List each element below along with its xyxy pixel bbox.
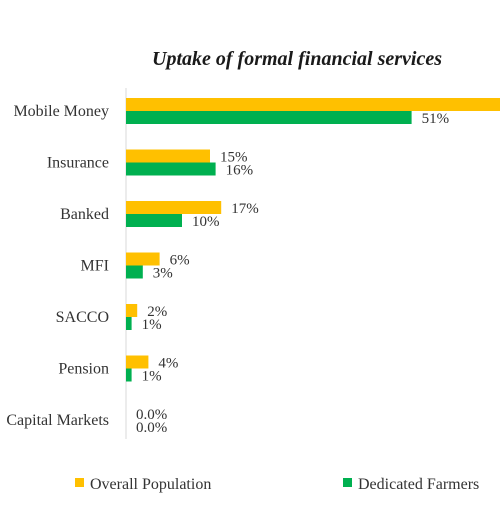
bar-dedicated-farmers-sacco bbox=[126, 317, 132, 330]
category-label-banked: Banked bbox=[60, 206, 109, 223]
data-label-dedicated-farmers-pension: 1% bbox=[142, 369, 162, 385]
category-label-mobile-money: Mobile Money bbox=[13, 103, 109, 120]
legend-swatch-overall-population bbox=[75, 478, 84, 487]
data-label-overall-population-sacco: 2% bbox=[147, 304, 167, 320]
bar-overall-population-sacco bbox=[126, 304, 138, 317]
data-label-overall-population-insurance: 15% bbox=[220, 150, 248, 166]
bar-dedicated-farmers-insurance bbox=[126, 162, 216, 176]
data-label-overall-population-mfi: 6% bbox=[170, 253, 190, 269]
category-label-insurance: Insurance bbox=[47, 155, 109, 172]
data-label-dedicated-farmers-insurance: 16% bbox=[226, 163, 254, 179]
data-label-dedicated-farmers-mfi: 3% bbox=[153, 266, 173, 282]
category-label-sacco: SACCO bbox=[56, 309, 109, 326]
legend-swatch-dedicated-farmers bbox=[343, 478, 352, 487]
bar-overall-population-insurance bbox=[126, 149, 210, 163]
data-label-overall-population-pension: 4% bbox=[158, 356, 178, 372]
bar-dedicated-farmers-mfi bbox=[126, 265, 143, 279]
bar-overall-population-banked bbox=[126, 201, 222, 214]
legend: Overall Population Dedicated Farmers bbox=[75, 476, 479, 493]
chart-title: Uptake of formal financial services bbox=[152, 48, 442, 70]
bar-overall-population-mobile-money bbox=[126, 98, 500, 111]
data-label-overall-population-capital-markets: 0.0% bbox=[136, 407, 167, 423]
data-label-dedicated-farmers-capital-markets: 0.0% bbox=[136, 420, 167, 436]
data-label-dedicated-farmers-banked: 10% bbox=[192, 214, 220, 230]
plot-area: Mobile Money68%51%Insurance15%16%Banked1… bbox=[6, 88, 500, 439]
bar-dedicated-farmers-mobile-money bbox=[126, 111, 412, 124]
bar-overall-population-mfi bbox=[126, 252, 160, 266]
bar-dedicated-farmers-pension bbox=[126, 368, 132, 382]
category-label-pension: Pension bbox=[58, 361, 109, 378]
data-label-dedicated-farmers-mobile-money: 51% bbox=[422, 111, 450, 127]
legend-label-overall-population: Overall Population bbox=[90, 476, 211, 493]
legend-label-dedicated-farmers: Dedicated Farmers bbox=[358, 476, 479, 493]
data-label-overall-population-banked: 17% bbox=[231, 201, 259, 217]
category-label-capital-markets: Capital Markets bbox=[6, 412, 109, 429]
category-label-mfi: MFI bbox=[81, 258, 109, 275]
bar-dedicated-farmers-banked bbox=[126, 214, 182, 227]
data-label-dedicated-farmers-sacco: 1% bbox=[142, 317, 162, 333]
bar-overall-population-pension bbox=[126, 355, 149, 369]
